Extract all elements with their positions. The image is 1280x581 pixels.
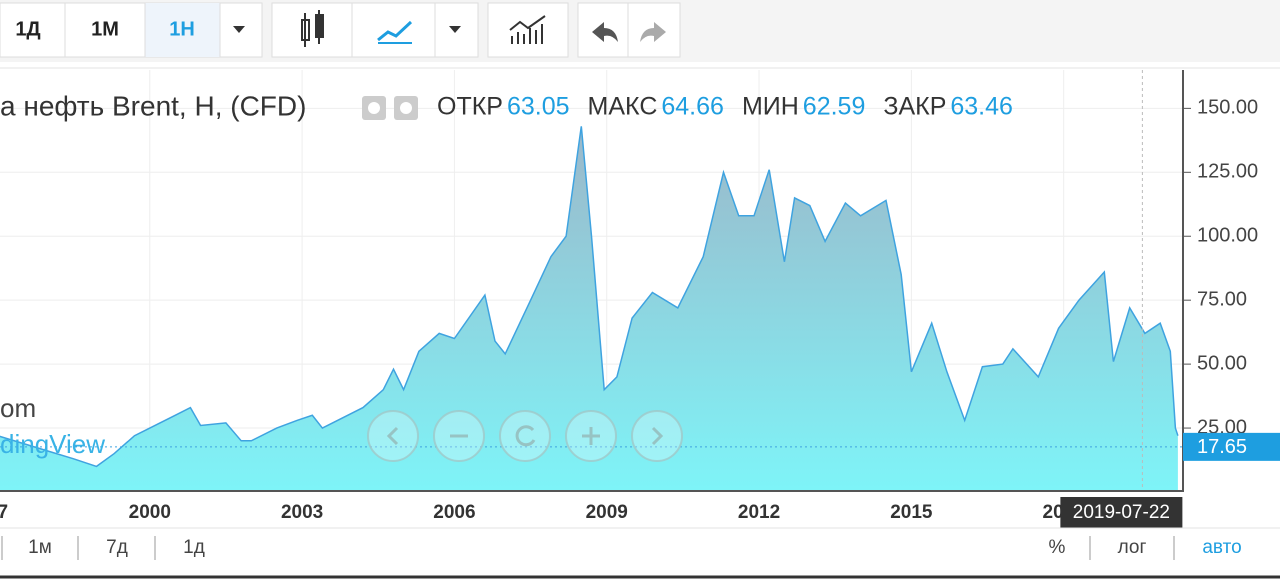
indicators-button[interactable] [487,2,569,58]
ohlc-value: 62.59 [803,93,866,121]
y-tick-label: 150.00 [1197,97,1258,119]
y-tick-label: 50.00 [1197,352,1247,374]
undo-button[interactable] [592,22,618,42]
range-button[interactable]: 1м [28,537,52,558]
reset[interactable] [499,410,551,462]
range-button[interactable]: 7д [106,537,128,558]
y-tick-label: 25.00 [1197,416,1247,438]
interval-active[interactable] [145,3,220,57]
ohlc-label: МАКС [588,93,658,121]
x-tick-label: 97 [0,502,8,523]
scroll-left[interactable] [367,410,419,462]
watermark: dingView [0,429,105,459]
line-icon[interactable] [377,20,413,42]
nav-buttons [367,410,683,462]
watermark: om [0,393,36,423]
ohlc-value: 63.05 [507,93,570,121]
range-button[interactable]: 1д [183,537,205,558]
ohlc-value: 63.46 [950,93,1013,121]
candle-icon[interactable] [301,10,324,47]
last-price-label: 17.65 [1197,436,1247,458]
chart-style-group [271,2,479,58]
crosshair-tag [1060,497,1183,528]
bottom-bar [0,528,1280,581]
y-tick-label: 100.00 [1197,225,1258,247]
x-tick-label: 2003 [281,502,323,523]
symbol-title: а нефть Brent, Н, (CFD) [0,90,306,121]
scroll-right[interactable] [631,410,683,462]
crosshair-label: 2019-07-22 [1073,502,1170,523]
x-tick-label: 2009 [586,502,628,523]
ohlc-value: 64.66 [661,93,724,121]
price-line [0,126,1179,468]
redo-button[interactable] [640,22,666,42]
x-tick-label: 2006 [433,502,475,523]
dropdown[interactable] [233,26,245,33]
y-tick-label: 125.00 [1197,161,1258,183]
scale-mode[interactable]: % [1049,537,1066,558]
undo-redo [577,2,681,58]
ohlc-label: ОТКР [437,93,503,121]
x-tick-label: 2012 [738,502,780,523]
area-fill [0,126,1178,490]
ohlc-label: ЗАКР [883,93,946,121]
interval-button[interactable]: 1М [91,18,119,40]
scale-mode[interactable]: лог [1118,537,1147,558]
interval-button[interactable]: 1Н [169,18,195,40]
scale-mode[interactable]: авто [1202,537,1241,558]
last-price-tag [1183,432,1280,461]
interval-button[interactable]: 1Д [15,18,40,40]
y-tick-label: 75.00 [1197,288,1247,310]
ohlc-label: МИН [742,93,799,121]
dropdown[interactable] [449,26,461,33]
x-tick-label: 2015 [890,502,933,523]
x-tick-label: 2000 [129,502,171,523]
